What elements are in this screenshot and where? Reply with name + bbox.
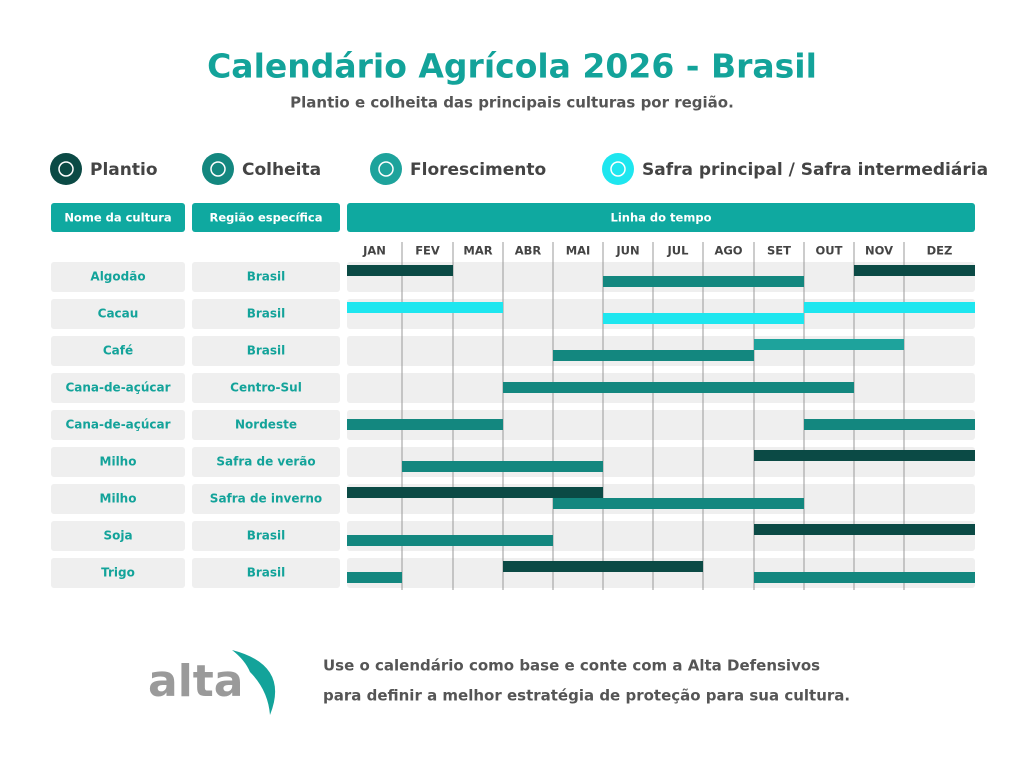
period-bar	[603, 313, 804, 324]
period-bar	[347, 419, 503, 430]
region-name: Nordeste	[235, 418, 297, 432]
month-label: JUN	[615, 244, 639, 258]
crop-name: Milho	[100, 455, 137, 469]
region-name: Brasil	[247, 344, 286, 358]
cell	[192, 262, 340, 292]
title: Calendário Agrícola 2026 - Brasil	[207, 47, 817, 86]
cell	[192, 558, 340, 588]
legend-label: Florescimento	[410, 160, 546, 180]
legend-label: Safra principal / Safra intermediária	[642, 160, 988, 180]
cell	[192, 447, 340, 477]
region-name: Brasil	[247, 529, 286, 543]
period-bar	[854, 265, 975, 276]
cell	[51, 447, 185, 477]
cell	[192, 521, 340, 551]
logo: alta	[148, 650, 276, 715]
crop-name: Cana-de-açúcar	[65, 418, 170, 432]
crop-name: Cana-de-açúcar	[65, 381, 170, 395]
cell	[51, 262, 185, 292]
cell	[51, 299, 185, 329]
cell	[192, 336, 340, 366]
region-name: Safra de inverno	[210, 492, 322, 506]
region-name: Brasil	[247, 566, 286, 580]
region-name: Brasil	[247, 307, 286, 321]
cell	[192, 299, 340, 329]
logo-sail	[232, 650, 276, 715]
period-bar	[754, 572, 975, 583]
footer-text: para definir a melhor estratégia de prot…	[323, 687, 850, 705]
month-label: MAR	[463, 244, 492, 258]
period-bar	[804, 302, 975, 313]
region-name: Centro-Sul	[230, 381, 302, 395]
header-cell	[192, 203, 340, 232]
month-label: JAN	[362, 244, 386, 258]
month-label: SET	[767, 244, 791, 258]
month-label: MAI	[566, 244, 591, 258]
cell	[51, 484, 185, 514]
row-background	[347, 410, 975, 440]
period-bar	[347, 572, 402, 583]
region-name: Safra de verão	[216, 455, 315, 469]
crop-name: Trigo	[101, 566, 135, 580]
cell	[192, 410, 340, 440]
legend-label: Plantio	[90, 160, 158, 180]
period-bar	[553, 350, 754, 361]
logo-text: alta	[148, 656, 244, 707]
month-label: FEV	[415, 244, 440, 258]
period-bar	[603, 276, 804, 287]
month-label: DEZ	[927, 244, 953, 258]
month-label: NOV	[865, 244, 893, 258]
period-bar	[347, 535, 553, 546]
subtitle: Plantio e colheita das principais cultur…	[290, 94, 734, 112]
period-bar	[402, 461, 603, 472]
header-cell	[347, 203, 975, 232]
period-bar	[503, 382, 854, 393]
cell	[51, 410, 185, 440]
legend-icon	[370, 153, 402, 185]
legend-icon	[50, 153, 82, 185]
period-bar	[503, 561, 703, 572]
cell	[51, 373, 185, 403]
legend-icon-mark	[610, 161, 626, 177]
crop-name: Soja	[103, 529, 132, 543]
column-header: Linha do tempo	[611, 211, 712, 225]
cell	[51, 521, 185, 551]
crop-name: Café	[103, 344, 133, 358]
month-label: JUL	[667, 244, 690, 258]
month-label: AGO	[714, 244, 742, 258]
footer-text: Use o calendário como base e conte com a…	[323, 657, 820, 675]
period-bar	[347, 265, 453, 276]
cell	[192, 484, 340, 514]
period-bar	[347, 302, 503, 313]
legend-icon	[602, 153, 634, 185]
cell	[51, 336, 185, 366]
column-header: Nome da cultura	[64, 211, 171, 225]
period-bar	[754, 450, 975, 461]
column-header: Região específica	[209, 211, 322, 225]
crop-name: Cacau	[98, 307, 139, 321]
period-bar	[754, 339, 904, 350]
crop-name: Milho	[100, 492, 137, 506]
legend-icon-mark	[210, 161, 226, 177]
crop-name: Algodão	[90, 270, 145, 284]
legend-icon-mark	[378, 161, 394, 177]
period-bar	[347, 487, 603, 498]
legend-label: Colheita	[242, 160, 321, 180]
period-bar	[553, 498, 804, 509]
legend-icon-mark	[58, 161, 74, 177]
month-label: ABR	[515, 244, 542, 258]
cell	[192, 373, 340, 403]
cell	[51, 558, 185, 588]
month-label: OUT	[816, 244, 843, 258]
legend-icon	[202, 153, 234, 185]
period-bar	[804, 419, 975, 430]
period-bar	[754, 524, 975, 535]
region-name: Brasil	[247, 270, 286, 284]
header-cell	[51, 203, 185, 232]
